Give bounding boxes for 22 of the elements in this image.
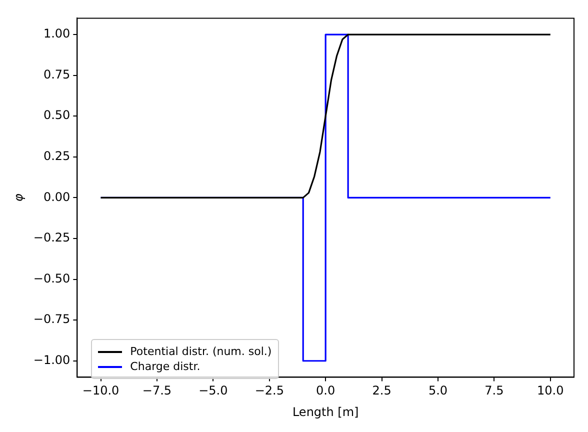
x-tick-label: −5.0 bbox=[198, 384, 228, 398]
y-tick-label: −0.75 bbox=[33, 312, 70, 326]
y-tick-label: 0.00 bbox=[43, 190, 70, 204]
y-tick-label: −0.25 bbox=[33, 230, 70, 245]
y-tick-label: 0.50 bbox=[43, 108, 70, 122]
x-tick-label: 2.5 bbox=[372, 384, 392, 398]
x-axis-title: Length [m] bbox=[292, 404, 359, 419]
x-tick-label: 0.0 bbox=[316, 384, 336, 398]
y-tick-label: 1.00 bbox=[43, 26, 70, 41]
x-tick-label: 5.0 bbox=[428, 384, 448, 398]
x-tick-label: 10.0 bbox=[537, 384, 564, 398]
legend-label: Charge distr. bbox=[130, 360, 200, 374]
y-tick-label: −1.00 bbox=[33, 353, 70, 368]
x-tick-label: −7.5 bbox=[142, 384, 172, 398]
x-tick-label: 7.5 bbox=[484, 384, 504, 398]
y-tick-label: 0.75 bbox=[43, 67, 70, 82]
y-tick-label: −0.50 bbox=[33, 271, 70, 286]
legend-label: Potential distr. (num. sol.) bbox=[130, 345, 272, 358]
x-tick-label: −2.5 bbox=[254, 384, 284, 398]
y-axis-title: φ bbox=[11, 194, 26, 202]
x-tick-label: −10.0 bbox=[82, 384, 120, 398]
y-tick-label: 0.25 bbox=[43, 149, 70, 164]
